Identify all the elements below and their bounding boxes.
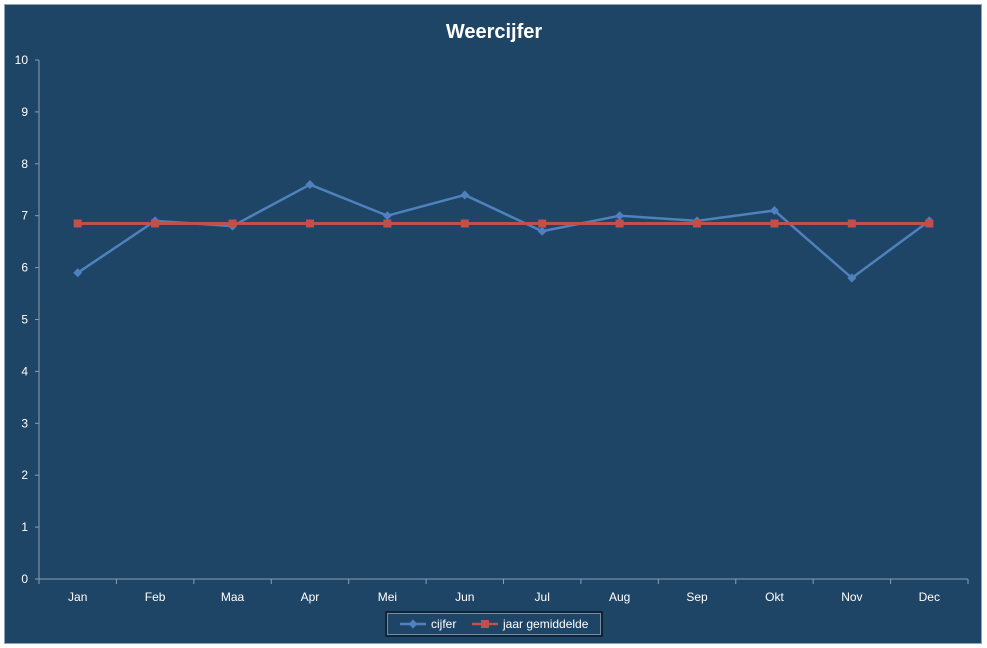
y-tick-label: 10 — [15, 53, 29, 67]
x-tick-label: Apr — [301, 590, 320, 604]
x-tick-label: Jun — [455, 590, 474, 604]
y-tick-label: 5 — [21, 313, 28, 327]
y-axis-ticks: 0 1 2 3 4 5 6 7 8 9 10 — [15, 53, 39, 586]
legend-box-inner — [387, 613, 601, 635]
data-point — [228, 219, 237, 228]
x-tick-label: Dec — [919, 590, 940, 604]
legend-entry: jaar gemiddelde — [472, 617, 589, 631]
chart-title: Weercijfer — [446, 21, 543, 43]
legend-label: jaar gemiddelde — [502, 617, 589, 631]
data-point — [73, 219, 82, 228]
x-tick-label: Maa — [221, 590, 245, 604]
data-point — [305, 219, 314, 228]
x-tick-label: Mei — [378, 590, 397, 604]
series-0 — [73, 180, 934, 283]
data-point — [538, 219, 547, 228]
data-point — [305, 180, 315, 190]
data-point — [847, 219, 856, 228]
legend-box — [385, 611, 603, 637]
data-point — [769, 206, 779, 216]
y-tick-label: 1 — [21, 520, 28, 534]
data-point — [383, 219, 392, 228]
y-tick-label: 4 — [21, 364, 28, 378]
x-tick-label: Sep — [686, 590, 708, 604]
y-tick-label: 7 — [21, 209, 28, 223]
data-point — [693, 219, 702, 228]
legend: cijfer jaar gemiddelde — [385, 611, 603, 637]
y-tick-label: 3 — [21, 416, 28, 430]
x-tick-label: Jan — [68, 590, 87, 604]
y-tick-label: 9 — [21, 105, 28, 119]
y-tick-label: 2 — [21, 468, 28, 482]
y-tick-label: 0 — [21, 572, 28, 586]
x-tick-label: Aug — [609, 590, 630, 604]
legend-swatch-marker — [408, 619, 418, 629]
legend-swatch-marker — [481, 620, 489, 628]
data-point — [770, 219, 779, 228]
series-line — [77, 183, 931, 280]
chart-area — [4, 4, 982, 644]
axes — [38, 60, 968, 580]
x-tick-label: Jul — [535, 590, 550, 604]
data-point — [73, 268, 83, 278]
data-point — [537, 226, 547, 236]
data-point — [847, 273, 857, 283]
data-point — [460, 219, 469, 228]
data-point — [460, 190, 470, 200]
data-point — [151, 219, 160, 228]
x-tick-label: Feb — [145, 590, 166, 604]
data-point — [615, 211, 625, 221]
y-tick-label: 6 — [21, 261, 28, 275]
x-tick-label: Nov — [841, 590, 862, 604]
series-layer — [73, 180, 934, 283]
data-point — [615, 219, 624, 228]
x-axis-ticks: Jan Feb Maa Apr Mei Jun Jul Aug Sep Okt Nov Dec — [38, 579, 969, 604]
data-point — [382, 211, 392, 221]
x-tick-label: Okt — [765, 590, 784, 604]
legend-entry: cijfer — [400, 617, 456, 631]
data-point — [925, 219, 934, 228]
legend-label: cijfer — [431, 617, 456, 631]
y-tick-label: 8 — [21, 157, 28, 171]
series-1 — [73, 219, 934, 228]
